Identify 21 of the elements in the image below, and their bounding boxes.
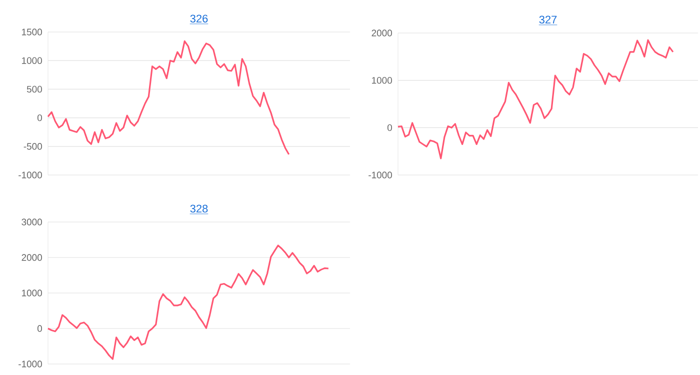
- y-tick-label: 1000: [372, 76, 392, 84]
- y-tick-label: 1000: [22, 57, 42, 64]
- y-tick-label: -1000: [368, 172, 392, 178]
- chart-title: 327: [539, 16, 557, 24]
- y-tick-label: 2000: [22, 254, 42, 261]
- line-series: [47, 40, 290, 156]
- chart-title: 326: [190, 14, 208, 23]
- line-series: [47, 244, 330, 360]
- y-tick-label: -1000: [18, 360, 42, 368]
- y-tick-label: 1000: [22, 290, 42, 296]
- y-tick-label: 1500: [22, 28, 42, 36]
- y-tick-label: 3000: [22, 218, 42, 226]
- y-tick-label: -1000: [18, 172, 42, 178]
- y-tick-label: 2000: [372, 30, 392, 36]
- y-tick-label: 500: [26, 86, 42, 93]
- y-tick-label: -500: [24, 143, 42, 150]
- y-tick-label: 0: [37, 114, 42, 122]
- y-tick-label: 0: [37, 325, 42, 332]
- chart-title: 328: [190, 204, 208, 213]
- line-series: [397, 39, 674, 160]
- y-tick-label: 0: [387, 124, 392, 132]
